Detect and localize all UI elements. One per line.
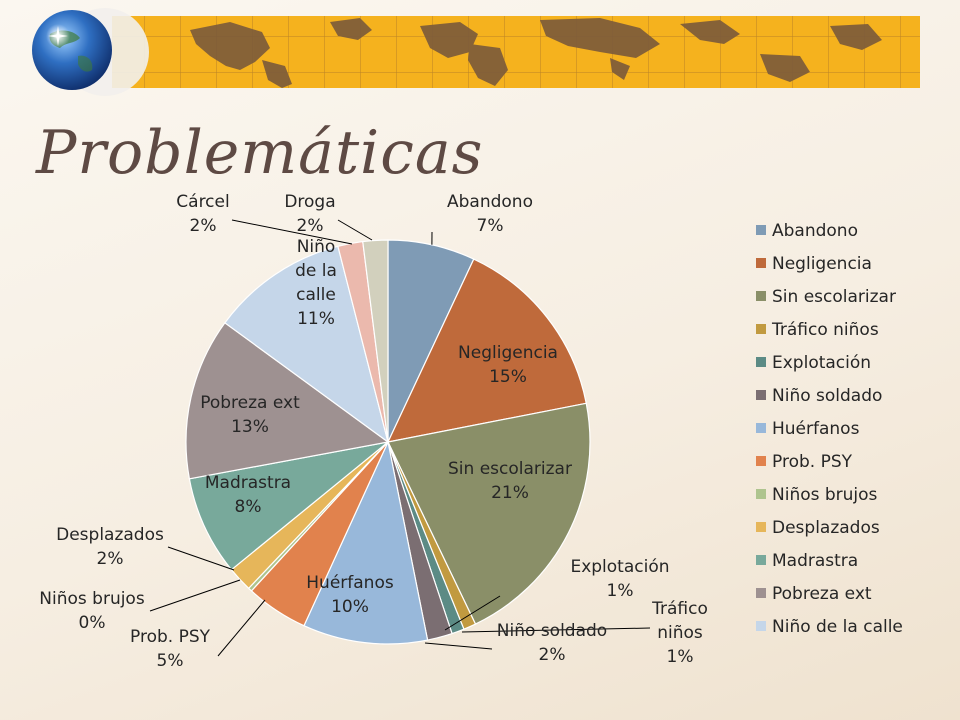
legend-swatch-abandono [756, 225, 766, 235]
data-label-carcel: Cárcel 2% [176, 192, 229, 236]
world-map-silhouette [190, 18, 882, 88]
legend-item-ninos-brujos: Niños brujos [756, 485, 878, 505]
legend-label-abandono: Abandono [772, 221, 858, 241]
data-label-droga: Droga 2% [284, 192, 335, 236]
legend-item-negligencia: Negligencia [756, 254, 872, 274]
legend-label-desplazados: Desplazados [772, 518, 880, 538]
legend-swatch-explotacion [756, 357, 766, 367]
leader-line-prob-psy [217, 599, 266, 657]
data-label-nino-soldado: Niño soldado 2% [497, 621, 607, 665]
pie-slice-sin-escolarizar [387, 402, 591, 625]
data-label-prob-psy: Prob. PSY 5% [130, 627, 211, 671]
legend-label-prob-psy: Prob. PSY [772, 452, 853, 472]
legend-item-prob-psy: Prob. PSY [756, 452, 853, 472]
legend-item-explotacion: Explotación [756, 353, 871, 373]
data-label-abandono: Abandono 7% [447, 192, 533, 236]
legend-label-nino-de-la-calle: Niño de la calle [772, 617, 903, 637]
legend-item-sin-escolarizar: Sin escolarizar [756, 287, 896, 307]
data-label-trafico-ninos: Tráfico niños 1% [651, 599, 708, 667]
pie-slice-madrastra [188, 441, 389, 571]
leader-line-trafico-ninos [461, 627, 651, 633]
legend-item-madrastra: Madrastra [756, 551, 858, 571]
legend-swatch-nino-de-la-calle [756, 621, 766, 631]
legend: Abandono Negligencia Sin escolarizar Tráfic… [756, 221, 903, 637]
leader-line-droga [337, 219, 373, 241]
legend-label-trafico-ninos: Tráfico niños [771, 320, 879, 340]
legend-label-pobreza-ext: Pobreza ext [772, 584, 872, 604]
legend-label-huerfanos: Huérfanos [772, 419, 860, 439]
legend-swatch-pobreza-ext [756, 588, 766, 598]
legend-swatch-ninos-brujos [756, 489, 766, 499]
data-label-sin-escolarizar: Sin escolarizar 21% [448, 459, 572, 503]
pie-slices [185, 239, 591, 645]
data-label-negligencia: Negligencia 15% [458, 343, 558, 387]
leader-line-desplazados [167, 546, 235, 571]
legend-item-nino-de-la-calle: Niño de la calle [756, 617, 903, 637]
data-labels: Abandono 7% Negligencia 15% Sin escolarizar 2… [39, 192, 708, 671]
header-banner [32, 8, 920, 96]
pie-slice-droga [362, 239, 389, 443]
legend-item-trafico-ninos: Tráfico niños [756, 320, 879, 340]
legend-label-nino-soldado: Niño soldado [772, 386, 882, 406]
data-label-explotacion: Explotación 1% [570, 557, 669, 601]
legend-swatch-negligencia [756, 258, 766, 268]
legend-label-sin-escolarizar: Sin escolarizar [772, 287, 896, 307]
legend-label-ninos-brujos: Niños brujos [772, 485, 878, 505]
leader-line-ninos-brujos [149, 579, 241, 612]
pie-slice-huerfanos [303, 440, 429, 645]
data-label-desplazados: Desplazados 2% [56, 525, 164, 569]
legend-swatch-trafico-ninos [756, 324, 766, 334]
data-label-huerfanos: Huérfanos 10% [306, 573, 394, 617]
leader-line-carcel [231, 219, 353, 245]
legend-item-abandono: Abandono [756, 221, 858, 241]
legend-swatch-sin-escolarizar [756, 291, 766, 301]
legend-swatch-nino-soldado [756, 390, 766, 400]
leader-line-explotacion [444, 595, 501, 631]
data-label-nino-de-la-calle: Niño de la calle 11% [295, 237, 337, 329]
legend-swatch-desplazados [756, 522, 766, 532]
pie-slice-negligencia [386, 258, 587, 443]
legend-swatch-prob-psy [756, 456, 766, 466]
legend-item-desplazados: Desplazados [756, 518, 880, 538]
legend-item-nino-soldado: Niño soldado [756, 386, 882, 406]
legend-label-madrastra: Madrastra [772, 551, 858, 571]
data-label-pobreza-ext: Pobreza ext 13% [200, 393, 300, 437]
leader-line-nino-soldado [424, 642, 493, 650]
leader-lines [149, 219, 651, 657]
page-title: Problemáticas [36, 118, 484, 188]
data-label-ninos-brujos: Niños brujos 0% [39, 589, 145, 633]
legend-item-huerfanos: Huérfanos [756, 419, 860, 439]
legend-swatch-madrastra [756, 555, 766, 565]
pie-slice-nino-de-la-calle [224, 245, 389, 444]
legend-swatch-huerfanos [756, 423, 766, 433]
legend-label-explotacion: Explotación [772, 353, 871, 373]
data-label-madrastra: Madrastra 8% [205, 473, 291, 517]
pie-slice-pobreza-ext [185, 321, 390, 480]
legend-label-negligencia: Negligencia [772, 254, 872, 274]
legend-item-pobreza-ext: Pobreza ext [756, 584, 872, 604]
